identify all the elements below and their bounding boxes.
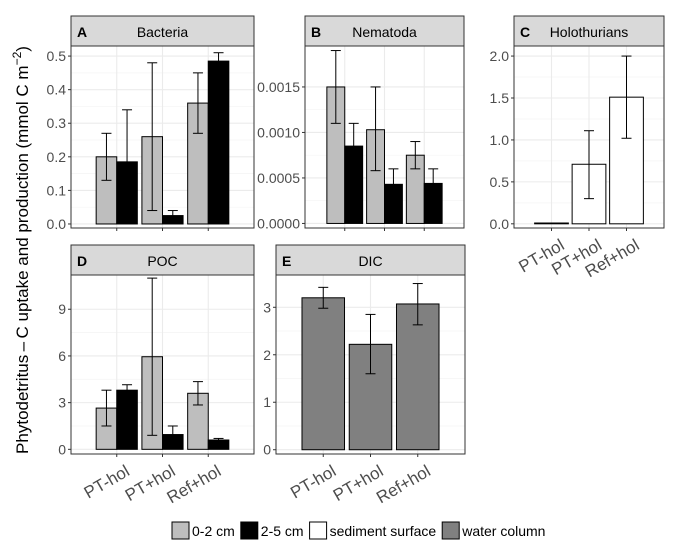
error-bar-water-column-pt-hol [318, 286, 329, 309]
bar-water-column-pt-hol [301, 297, 346, 451]
y-tick-label: 0.0 [490, 216, 510, 232]
x-tick-label: Ref+hol [373, 461, 434, 507]
y-tick-label: 1.5 [490, 90, 510, 106]
error-bar-2-5-cm-pt-hol [167, 210, 178, 222]
error-bar-0-2-cm-pt-hol [101, 132, 112, 181]
x-tick-label: PT-hol [287, 461, 339, 502]
panel-bacteria: A Bacteria 0.0 0.1 0.2 0.3 0.4 0.5 [47, 15, 255, 232]
error-bar-2-5-cm-pt-hol [348, 122, 359, 170]
legend-label: water column [461, 523, 545, 539]
y-tick-label: 0.0015 [257, 79, 300, 95]
y-tick-label: 0 [263, 442, 271, 458]
y-tick-label: 3 [263, 299, 271, 315]
y-tick-label: 0.5 [490, 174, 510, 190]
legend: 0-2 cm 2-5 cm sediment surface water column [171, 521, 545, 540]
y-tick-label: 0.0010 [257, 124, 300, 140]
y-axis-title: Phytodetritus – C uptake and production … [10, 46, 32, 454]
error-bar-sediment-surface-ref-hol [621, 55, 632, 139]
y-tick-label: 0.3 [47, 115, 67, 131]
error-bar-2-5-cm-ref-hol [213, 52, 224, 71]
bar-water-column-ref-hol [395, 303, 440, 451]
panel-title: Holothurians [550, 24, 629, 40]
panel-title: POC [147, 253, 177, 269]
panel-strip [304, 15, 465, 47]
y-tick-label: 9 [58, 301, 66, 317]
panel-title: DIC [358, 253, 382, 269]
panel-strip [70, 244, 255, 276]
panel-strip [275, 244, 466, 276]
y-tick-label: 0.2 [47, 149, 67, 165]
error-bar-0-2-cm-ref-hol [410, 141, 421, 170]
y-tick-label: 1.0 [490, 132, 510, 148]
error-bar-2-5-cm-ref-hol [213, 437, 224, 443]
error-bar-2-5-cm-pt-hol [388, 168, 399, 200]
panel-letter: E [282, 253, 291, 269]
panel-letter: D [77, 253, 87, 269]
bar-sediment-surface-pt-hol [534, 222, 569, 225]
error-bar-2-5-cm-pt-hol [167, 425, 178, 443]
legend-label: 2-5 cm [261, 523, 304, 539]
error-bar-water-column-pt-hol [365, 313, 376, 375]
error-bar-0-2-cm-ref-hol [192, 72, 203, 134]
panel-title: Nematoda [352, 24, 417, 40]
bar-2-5-cm-pt-hol [116, 389, 138, 450]
panel-holothurians: C Holothurians0.00.51.01.52.0PT-holPT+hol… [490, 15, 665, 281]
error-bar-sediment-surface-pt-hol [584, 130, 594, 200]
error-bar-0-2-cm-pt-hol [101, 389, 112, 427]
legend-item-0-2-cm: 0-2 cm [171, 521, 235, 540]
error-bar-2-5-cm-ref-hol [428, 168, 439, 198]
legend-swatch [441, 521, 460, 540]
error-bar-water-column-ref-hol [412, 283, 423, 326]
error-bar-0-2-cm-ref-hol [192, 381, 203, 406]
y-tick-label: 6 [58, 348, 66, 364]
panel-letter: A [77, 24, 87, 40]
panel-nematoda: B Nematoda 0.0000 0.0005 0.0010 0.0015 [257, 15, 465, 231]
x-tick-label: PT-hol [81, 461, 133, 502]
legend-label: 0-2 cm [192, 523, 235, 539]
legend-item-sediment-surface: sediment surface [309, 521, 437, 540]
bar-2-5-cm-ref-hol [207, 60, 230, 225]
y-axis-title-close: ) [13, 46, 32, 52]
legend-item-water-column: water column [441, 521, 545, 540]
y-tick-label: 2 [263, 347, 271, 363]
legend-item-2-5-cm: 2-5 cm [240, 521, 304, 540]
y-tick-label: 0.1 [47, 182, 67, 198]
error-bar-0-2-cm-pt-hol [147, 277, 158, 436]
y-tick-label: 2.0 [490, 48, 510, 64]
error-bar-0-2-cm-pt-hol [330, 50, 341, 124]
legend-label: sediment surface [330, 523, 437, 539]
legend-swatch [309, 521, 328, 540]
panel-title: Bacteria [137, 24, 189, 40]
y-axis-title-main: Phytodetritus – C uptake and production … [13, 65, 32, 454]
y-tick-label: 0.0000 [257, 215, 300, 231]
y-tick-label: 0.0 [47, 216, 67, 232]
y-tick-label: 0.0005 [257, 170, 300, 186]
y-tick-label: 0.4 [47, 82, 67, 98]
panel-letter: B [311, 24, 321, 40]
y-tick-label: 0 [58, 441, 66, 457]
legend-swatch [171, 521, 190, 540]
error-bar-2-5-cm-pt-hol [122, 109, 133, 215]
panel-strip [70, 15, 255, 47]
error-bar-2-5-cm-pt-hol [122, 384, 133, 397]
panel-letter: C [520, 24, 530, 40]
y-tick-label: 3 [58, 395, 66, 411]
y-tick-label: 0.5 [47, 48, 67, 64]
error-bar-0-2-cm-pt-hol [370, 86, 381, 172]
y-tick-label: 1 [263, 394, 271, 410]
legend-swatch [240, 521, 259, 540]
y-axis-title-exponent: −2 [10, 51, 24, 65]
error-bar-0-2-cm-pt-hol [147, 62, 158, 212]
